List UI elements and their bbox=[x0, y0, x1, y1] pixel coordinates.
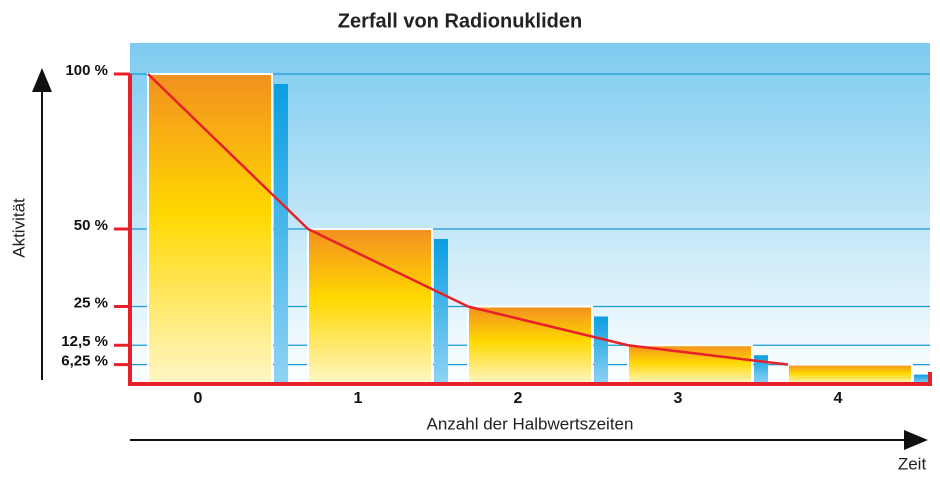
y-tick-label: 25 % bbox=[74, 294, 108, 311]
x-tick-label: 1 bbox=[354, 390, 363, 407]
bar bbox=[467, 305, 593, 385]
bar bbox=[627, 344, 753, 385]
y-tick-label: 12,5 % bbox=[61, 333, 108, 350]
bar bbox=[147, 73, 273, 385]
bar bbox=[307, 228, 433, 385]
y-tick-label: 6,25 % bbox=[61, 353, 108, 370]
time-label: Zeit bbox=[898, 454, 927, 473]
bar-shadow bbox=[274, 84, 288, 384]
x-tick-label: 4 bbox=[834, 390, 843, 407]
x-tick-label: 3 bbox=[674, 390, 683, 407]
x-tick-label: 0 bbox=[194, 390, 203, 407]
y-tick-label: 100 % bbox=[65, 62, 108, 79]
axis-frame bbox=[128, 74, 932, 386]
x-tick-label: 2 bbox=[514, 390, 523, 407]
x-axis-label: Anzahl der Halbwertszeiten bbox=[427, 414, 634, 433]
bar-shadow bbox=[594, 316, 608, 384]
y-axis-label: Aktivität bbox=[9, 198, 28, 258]
bar bbox=[787, 363, 913, 385]
y-tick-label: 50 % bbox=[74, 217, 108, 234]
chart-title: Zerfall von Radionukliden bbox=[338, 10, 582, 32]
bar-shadow bbox=[434, 239, 448, 384]
decay-line bbox=[147, 73, 789, 366]
bar-shadow bbox=[914, 374, 928, 384]
